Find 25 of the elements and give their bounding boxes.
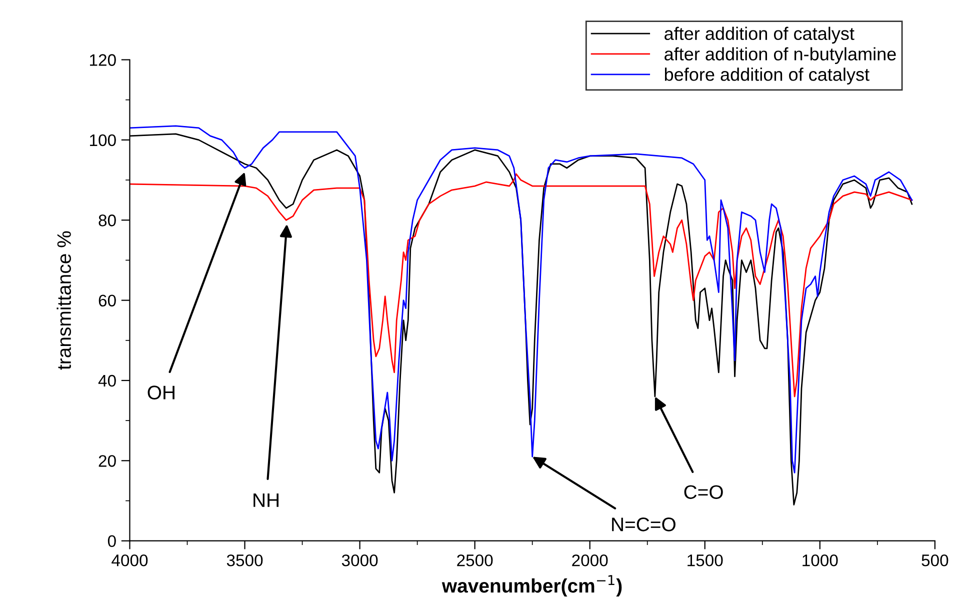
- y-tick-label: 40: [98, 374, 116, 387]
- x-axis-title: wavenumber(cm$^{−1}$): [442, 575, 622, 597]
- x-tick-label: 2500: [457, 554, 493, 566]
- y-tick-label: 120: [90, 54, 116, 66]
- annotation: OH: [148, 386, 174, 400]
- x-tick-label: 3500: [226, 554, 263, 566]
- x-tick-label: 500: [922, 554, 948, 566]
- y-axis-title: transmittance %: [56, 231, 72, 370]
- x-tick-label: 1000: [802, 554, 838, 566]
- legend-label: after addition of catalyst: [664, 26, 854, 44]
- x-tick-label: 3000: [342, 554, 378, 566]
- x-tick-label: 1500: [688, 554, 723, 566]
- annotation: N=C=O: [612, 518, 676, 532]
- annotation: NH: [254, 494, 278, 507]
- y-tick-label: 100: [90, 134, 116, 146]
- legend-label: after addition of n-butylamine: [664, 47, 896, 64]
- legend-label: before addition of catalyst: [664, 68, 870, 84]
- y-tick-label: 20: [98, 455, 116, 467]
- annotation: C=O: [684, 485, 723, 499]
- y-tick-label: 60: [98, 294, 116, 307]
- x-tick-label: 2000: [572, 554, 608, 566]
- line-series: [130, 173, 913, 398]
- x-tick-label: 4000: [112, 554, 148, 566]
- y-tick-label: 80: [98, 214, 116, 226]
- y-tick-label: 0: [108, 535, 116, 548]
